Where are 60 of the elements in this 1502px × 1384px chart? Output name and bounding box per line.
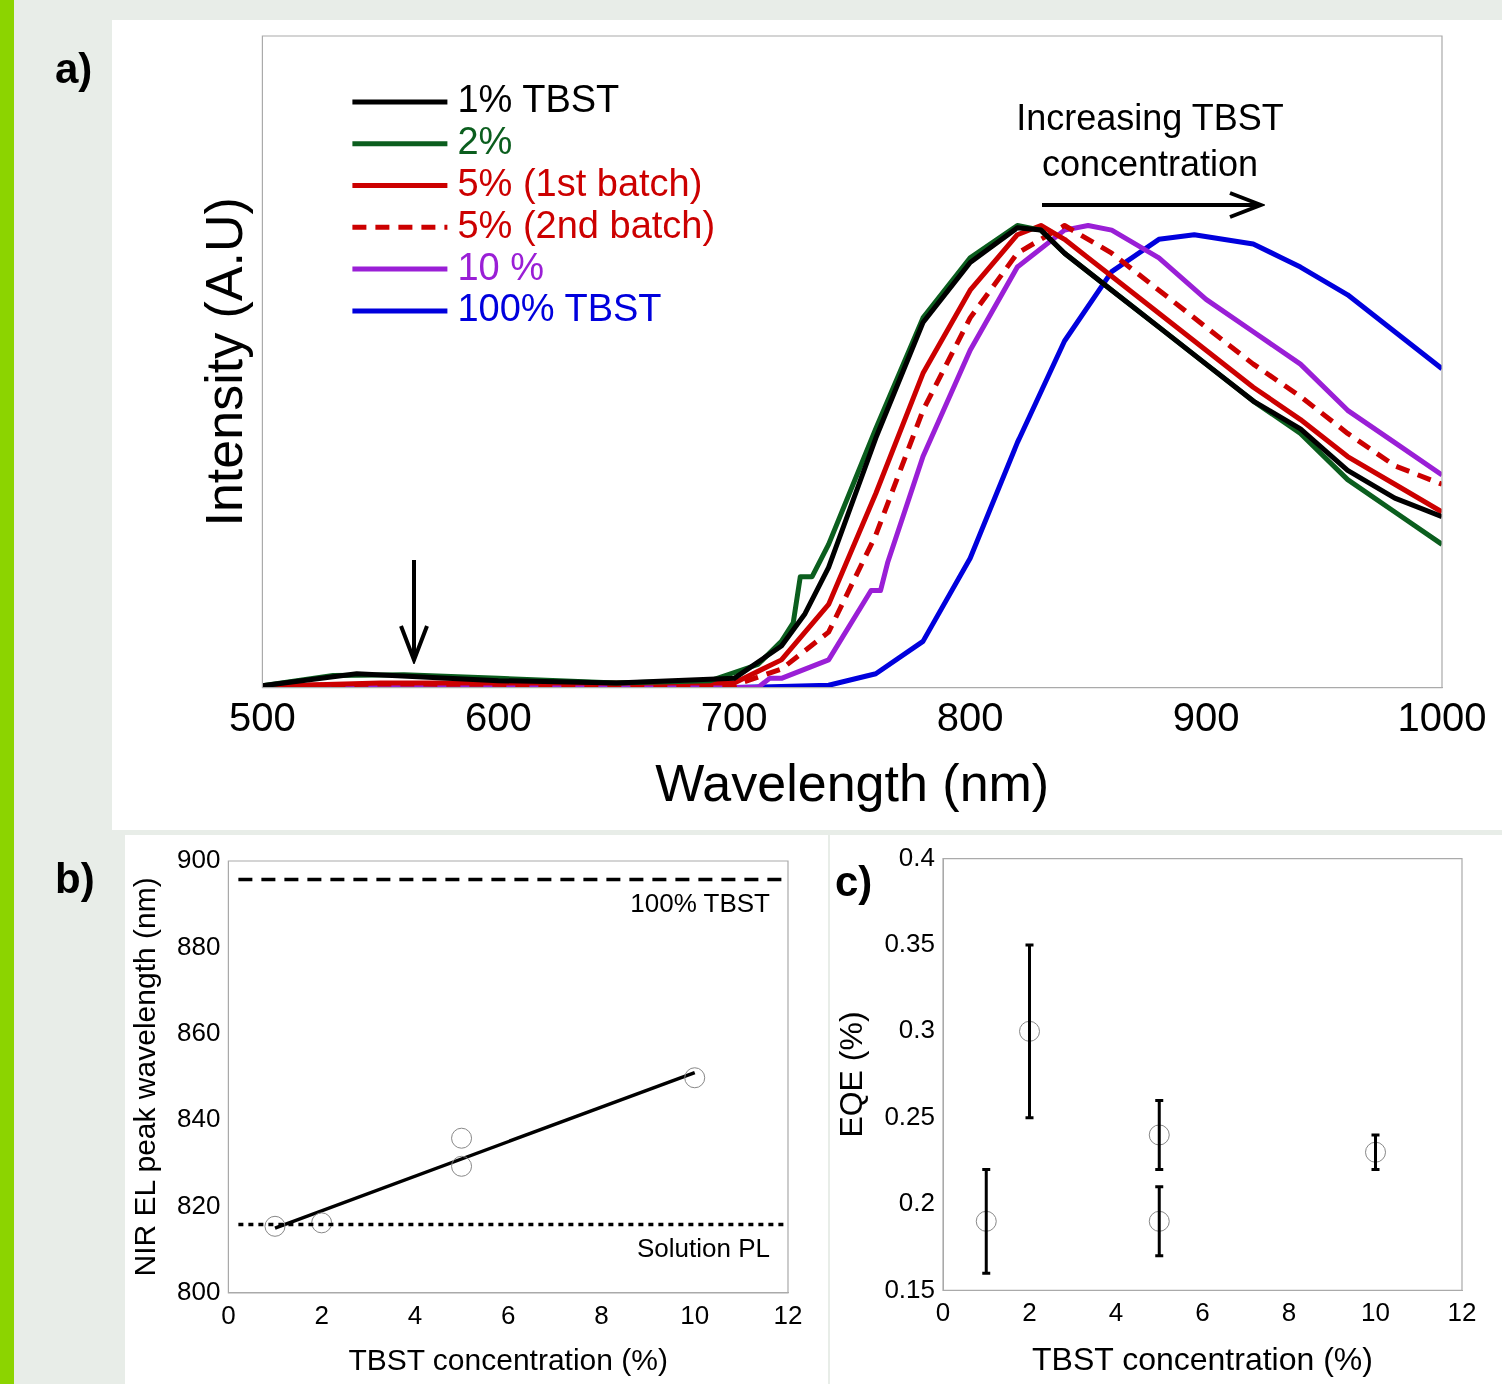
x-tick-label: 0 (221, 1299, 236, 1330)
x-tick-label: 8 (594, 1299, 609, 1330)
x-tick-label: 700 (700, 694, 768, 739)
point (684, 1067, 706, 1089)
x-tick-label: 0 (935, 1297, 951, 1328)
legend-label: 2% (457, 120, 513, 163)
point (311, 1212, 333, 1234)
x-tick-label: 600 (464, 694, 532, 739)
x-tick-label: 10 (680, 1299, 710, 1330)
y-tick-label: 820 (176, 1189, 221, 1220)
ref-line-label: Solution PL (637, 1232, 770, 1263)
x-tick-label: 6 (500, 1299, 516, 1330)
point (1365, 1141, 1386, 1163)
x-tick-label: 2 (1022, 1297, 1037, 1328)
y-axis-title: EQE (%) (833, 1011, 870, 1138)
x-tick-label: 12 (773, 1299, 803, 1330)
legend-label: 1% TBST (457, 78, 620, 121)
point (1019, 1020, 1040, 1042)
y-tick-label: 840 (176, 1103, 221, 1134)
point (264, 1215, 286, 1237)
point (975, 1210, 997, 1232)
x-axis-title: Wavelength (nm) (655, 754, 1050, 813)
point (451, 1127, 473, 1149)
y-axis-title: Intensity (A.U) (194, 197, 253, 527)
x-tick-label: 1000 (1397, 694, 1487, 739)
y-tick-label: 0.25 (884, 1100, 935, 1131)
legend-label: 5% (2nd batch) (457, 203, 716, 246)
x-tick-label: 500 (229, 694, 296, 739)
y-tick-label: 0.4 (898, 841, 935, 872)
legend-label: 10 % (457, 245, 545, 288)
x-tick-label: 12 (1447, 1297, 1477, 1328)
point (1148, 1210, 1170, 1232)
legend-label: 100% TBST (457, 287, 662, 330)
x-axis-title: TBST concentration (%) (348, 1343, 668, 1377)
x-tick-label: 10 (1361, 1297, 1390, 1328)
text: b) (55, 855, 95, 903)
y-tick-label: 0.15 (884, 1273, 935, 1304)
y-axis-title: NIR EL peak wavelength (nm) (128, 877, 162, 1277)
x-tick-label: 2 (314, 1299, 329, 1330)
y-tick-label: 880 (176, 930, 221, 961)
text: c) (835, 858, 873, 906)
y-tick-label: 900 (176, 844, 221, 875)
x-axis-title: TBST concentration (%) (1032, 1340, 1373, 1377)
y-tick-label: 800 (176, 1275, 221, 1306)
point (1148, 1124, 1170, 1146)
x-tick-label: 8 (1281, 1297, 1297, 1328)
ref-line-label: 100% TBST (630, 887, 771, 918)
text: Increasing TBST concentration (1015, 96, 1285, 186)
text: a) (55, 45, 93, 93)
x-tick-label: 4 (407, 1299, 423, 1330)
y-tick-label: 0.2 (898, 1187, 935, 1218)
y-tick-label: 860 (176, 1016, 221, 1047)
x-tick-label: 4 (1108, 1297, 1124, 1328)
y-tick-label: 0.35 (884, 928, 935, 959)
point (451, 1155, 473, 1177)
legend-label: 5% (1st batch) (457, 161, 703, 204)
x-tick-label: 900 (1172, 694, 1240, 739)
y-tick-label: 0.3 (898, 1014, 935, 1045)
x-tick-label: 800 (936, 694, 1004, 739)
x-tick-label: 6 (1195, 1297, 1210, 1328)
